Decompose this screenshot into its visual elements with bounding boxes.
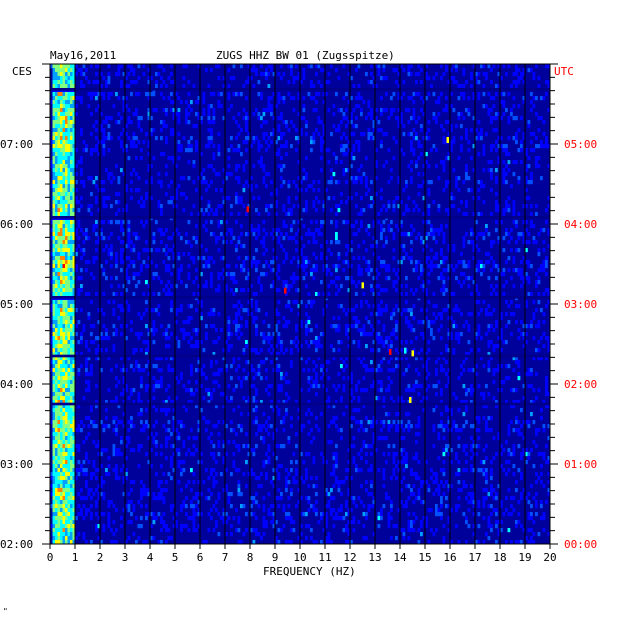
x-tick-label: 2 xyxy=(97,551,104,564)
x-tick-label: 10 xyxy=(293,551,306,564)
x-tick-label: 9 xyxy=(272,551,279,564)
x-tick-label: 16 xyxy=(443,551,456,564)
x-tick-label: 6 xyxy=(197,551,204,564)
x-tick-label: 11 xyxy=(318,551,331,564)
right-time-label: 05:00 xyxy=(564,138,597,151)
spectrogram-cells xyxy=(50,64,551,545)
x-tick-label: 14 xyxy=(393,551,407,564)
spike-0 xyxy=(389,349,392,355)
x-tick-label: 12 xyxy=(343,551,356,564)
x-tick-label: 18 xyxy=(493,551,506,564)
right-time-label: 00:00 xyxy=(564,538,597,551)
left-time-label: 06:00 xyxy=(0,218,33,231)
x-tick-label: 15 xyxy=(418,551,431,564)
x-tick-label: 19 xyxy=(518,551,531,564)
x-tick-label: 3 xyxy=(122,551,129,564)
spike-2 xyxy=(411,350,414,357)
spike-7 xyxy=(361,282,364,289)
spike-4 xyxy=(409,397,412,403)
footer-mark: " xyxy=(3,607,8,616)
left-time-label: 03:00 xyxy=(0,458,33,471)
left-time-label: 05:00 xyxy=(0,298,33,311)
spike-5 xyxy=(446,137,449,143)
x-tick-label: 7 xyxy=(222,551,229,564)
date-label: May16,2011 xyxy=(50,49,117,62)
right-time-label: 01:00 xyxy=(564,458,597,471)
x-tick-label: 17 xyxy=(468,551,481,564)
spike-3 xyxy=(246,206,249,213)
left-time-label: 02:00 xyxy=(0,538,33,551)
left-time-label: 07:00 xyxy=(0,138,33,151)
x-tick-label: 13 xyxy=(368,551,381,564)
right-time-label: 03:00 xyxy=(564,298,597,311)
x-tick-label: 8 xyxy=(247,551,254,564)
spike-1 xyxy=(404,347,407,354)
right-timezone-label: UTC xyxy=(554,65,574,78)
left-timezone-label: CES xyxy=(12,65,32,78)
x-tick-label: 5 xyxy=(172,551,179,564)
right-time-label: 02:00 xyxy=(564,378,597,391)
right-time-label: 04:00 xyxy=(564,218,597,231)
x-tick-label: 0 xyxy=(47,551,54,564)
x-axis-label: FREQUENCY (HZ) xyxy=(263,565,356,578)
spike-6 xyxy=(284,287,287,294)
x-tick-label: 20 xyxy=(543,551,556,564)
chart-title: ZUGS HHZ BW 01 (Zugsspitze) xyxy=(216,49,395,62)
x-tick-label: 4 xyxy=(147,551,154,564)
x-tick-label: 1 xyxy=(72,551,79,564)
left-time-label: 04:00 xyxy=(0,378,33,391)
